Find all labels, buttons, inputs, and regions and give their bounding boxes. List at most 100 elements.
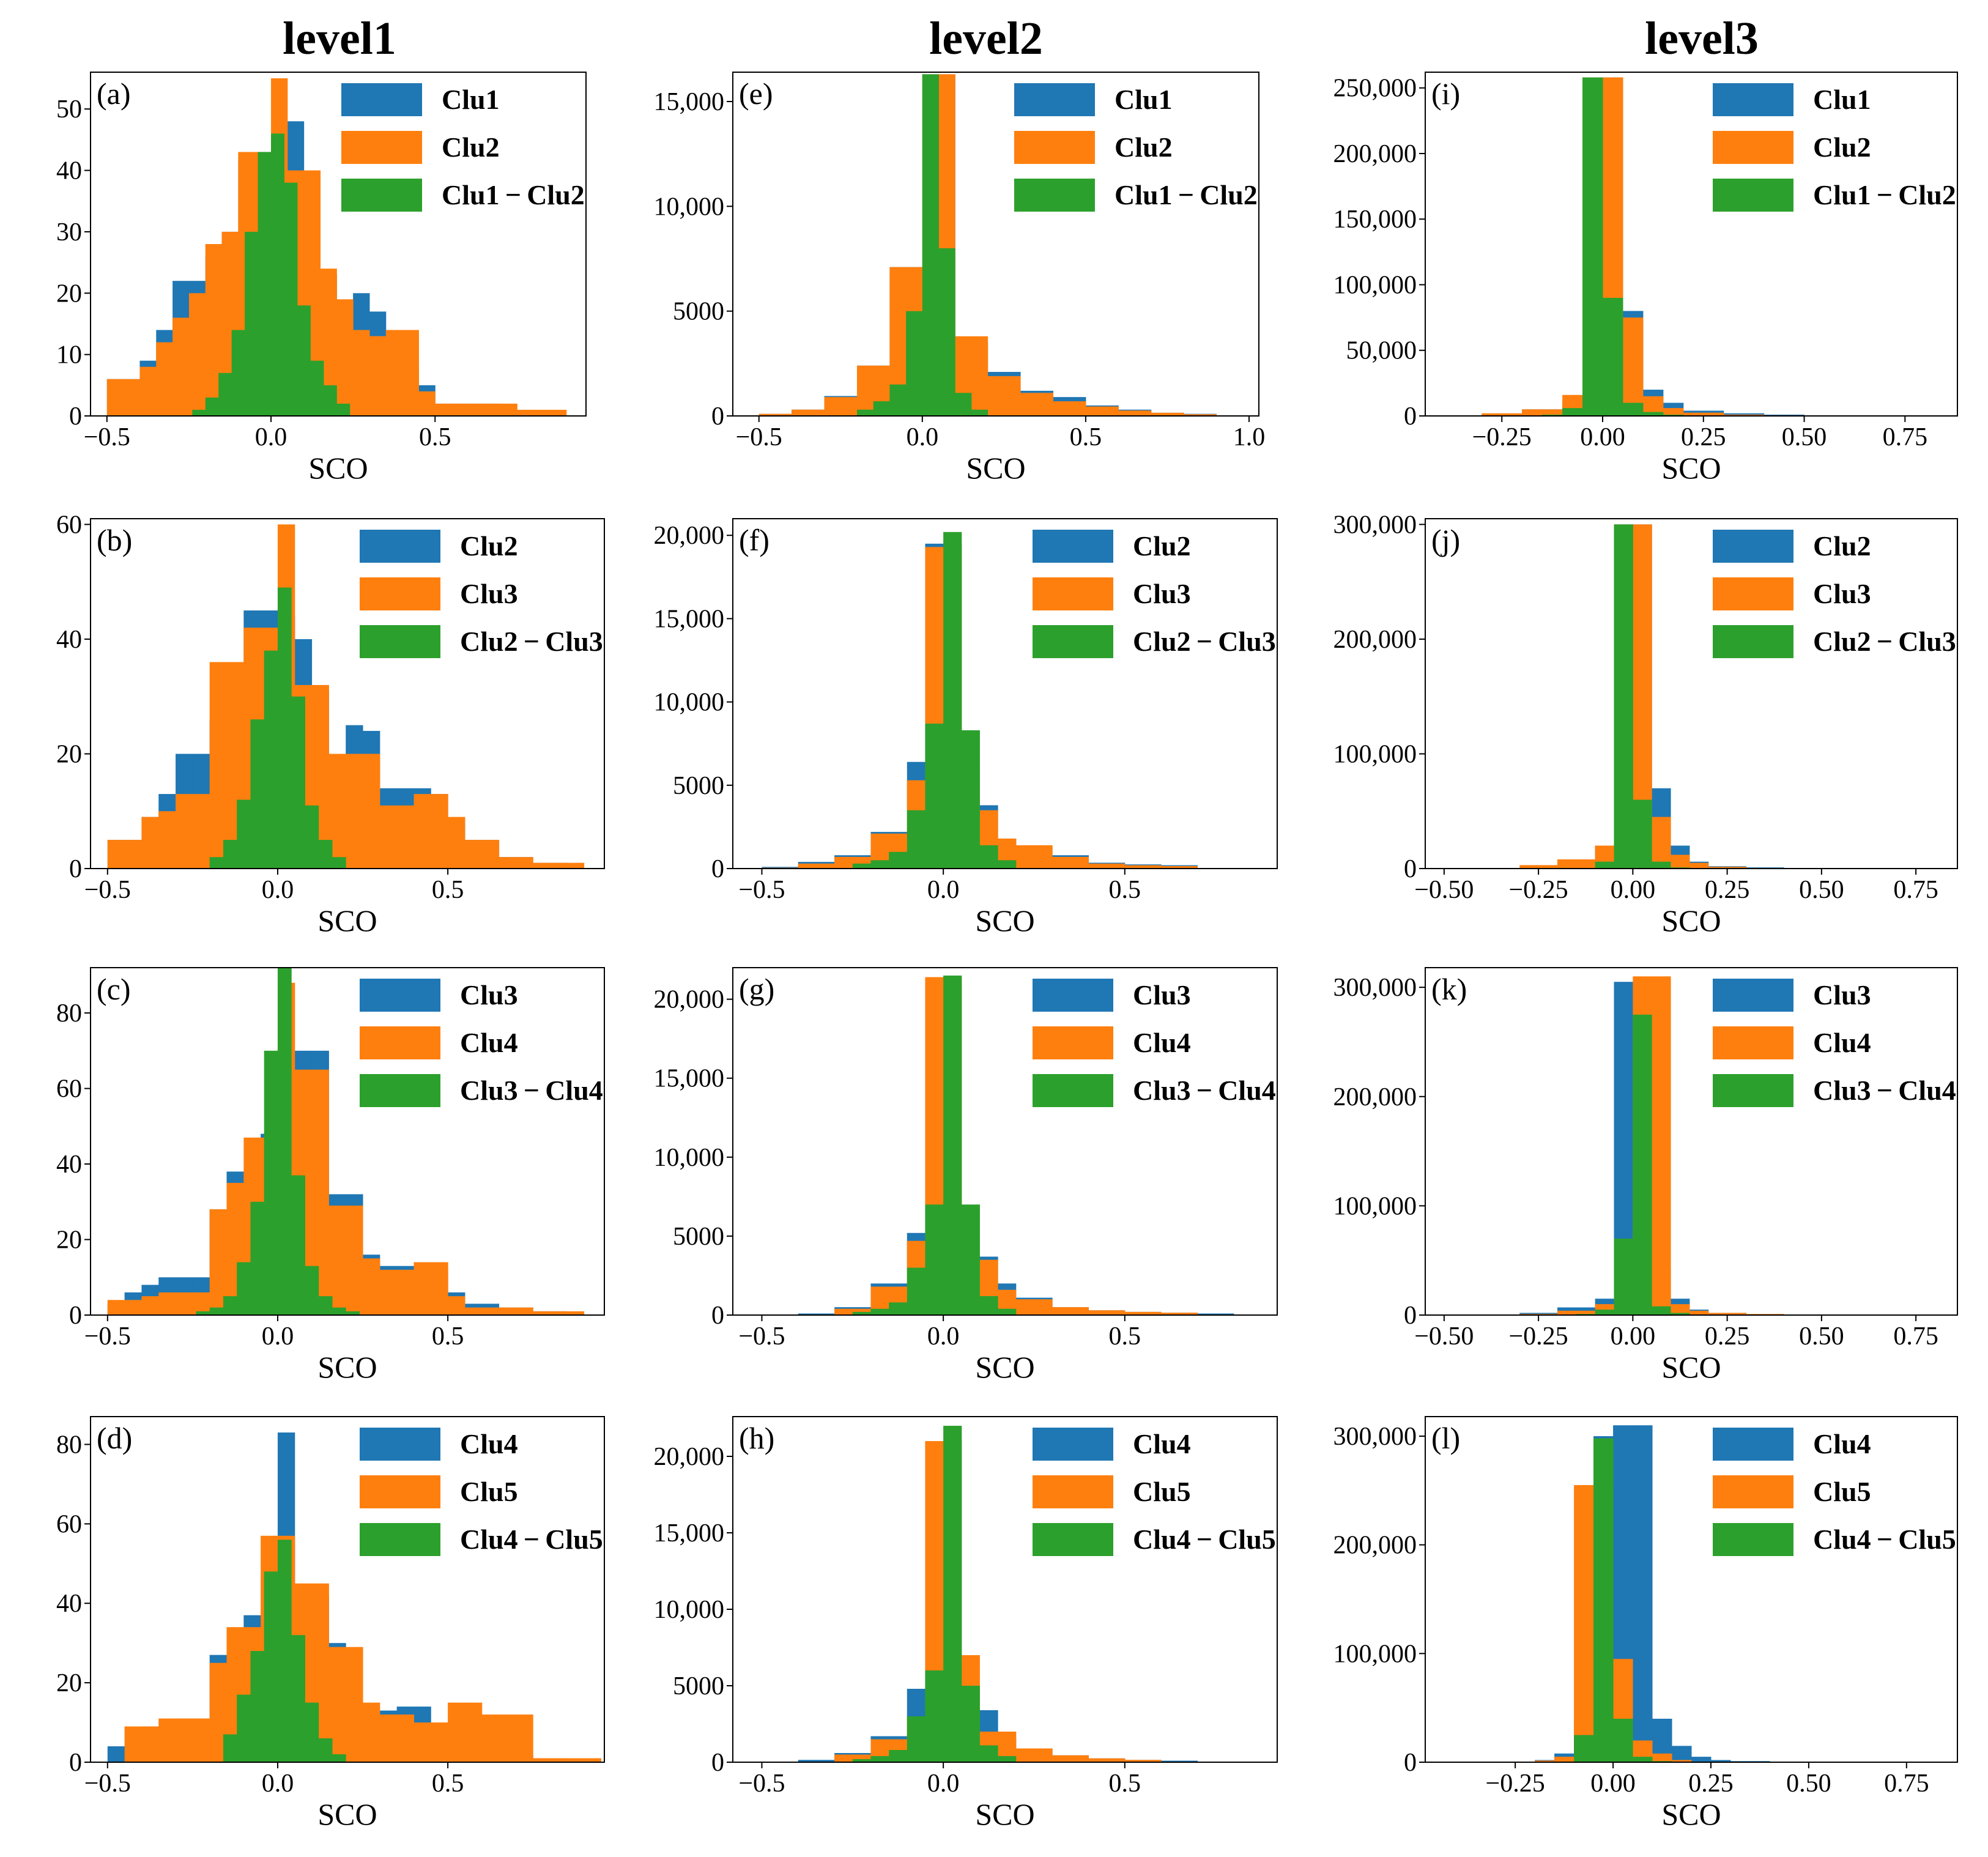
bar xyxy=(396,1714,414,1762)
legend-swatch xyxy=(1014,131,1095,164)
bar xyxy=(943,1426,962,1762)
bar xyxy=(172,317,190,416)
bar xyxy=(1671,1304,1690,1315)
legend-k: Clu3 Clu4 Clu3 − Clu4 xyxy=(1713,979,1956,1107)
bar xyxy=(277,587,292,869)
legend-swatch xyxy=(360,1428,440,1461)
y-tick-label: 20 xyxy=(56,1226,82,1255)
y-tick-label: 0 xyxy=(1404,1749,1417,1777)
bar xyxy=(231,330,245,416)
panel-label: (b) xyxy=(97,523,132,557)
x-tick-label: 0.0 xyxy=(255,423,287,451)
bar xyxy=(414,1722,431,1762)
bar xyxy=(758,413,792,416)
y-tick-label: 15,000 xyxy=(654,1519,725,1548)
legend-label: Clu4 xyxy=(460,1027,518,1058)
bar xyxy=(889,384,907,416)
y-tick-label: 40 xyxy=(56,1590,82,1618)
bar xyxy=(139,366,157,416)
bar xyxy=(1613,1718,1633,1762)
legend-swatch xyxy=(1713,530,1793,563)
bar xyxy=(209,857,224,869)
bar xyxy=(1672,1760,1692,1762)
bar xyxy=(192,1718,210,1762)
legend-swatch xyxy=(1033,1523,1113,1556)
x-tick-label: 0.5 xyxy=(419,423,451,451)
legend-swatch xyxy=(341,83,422,116)
y-tick-label: 0 xyxy=(1404,855,1417,883)
y-tick-label: 0 xyxy=(1404,402,1417,431)
x-tick-label: 0.75 xyxy=(1884,1770,1929,1798)
bar xyxy=(305,805,319,869)
legend-label: Clu5 xyxy=(460,1476,518,1507)
bar xyxy=(943,975,962,1315)
bar xyxy=(500,403,517,416)
bar xyxy=(310,360,324,416)
legend-label: Clu3 xyxy=(1813,578,1871,609)
bar xyxy=(979,1296,998,1315)
bar xyxy=(192,794,210,869)
axes-frame xyxy=(732,518,1278,869)
y-tick-label: 20 xyxy=(56,740,82,768)
axes-frame xyxy=(90,967,605,1316)
x-tick-label: −0.5 xyxy=(738,1322,785,1351)
bar xyxy=(566,1311,585,1315)
y-tick-label: 0 xyxy=(69,402,82,431)
y-tick-label: 100,000 xyxy=(1333,271,1417,299)
bar xyxy=(1595,861,1615,869)
panel-label: (l) xyxy=(1431,1421,1460,1455)
legend-label: Clu1 xyxy=(1115,84,1173,115)
bar xyxy=(987,376,1021,416)
bar xyxy=(1557,859,1596,869)
legend-label: Clu1 − Clu2 xyxy=(1813,179,1956,210)
bar xyxy=(1633,1757,1653,1762)
panel-label: (f) xyxy=(739,523,770,557)
x-axis-label: SCO xyxy=(1661,1797,1721,1831)
bar xyxy=(379,1269,398,1315)
axes-frame xyxy=(1425,1416,1958,1763)
y-tick-label: 5000 xyxy=(673,1223,724,1251)
legend-label: Clu4 xyxy=(1133,1027,1191,1058)
bar xyxy=(1708,1313,1746,1315)
y-tick-label: 200,000 xyxy=(1333,1083,1417,1111)
bar xyxy=(402,330,419,416)
bar xyxy=(1622,317,1644,416)
y-tick-label: 150,000 xyxy=(1333,206,1417,234)
bar xyxy=(549,1758,568,1762)
bar xyxy=(925,1204,944,1315)
legend-swatch xyxy=(1033,1475,1113,1508)
y-tick-label: 20,000 xyxy=(654,986,725,1014)
bar xyxy=(1671,1313,1690,1315)
bar xyxy=(1710,1760,1731,1762)
bar xyxy=(499,857,516,869)
x-tick-label: 0.5 xyxy=(1109,1322,1141,1351)
bar xyxy=(1088,1758,1126,1762)
bar xyxy=(1052,1755,1089,1762)
bar xyxy=(396,805,414,869)
bar xyxy=(925,724,944,869)
y-tick-label: 15,000 xyxy=(654,605,725,633)
bar xyxy=(124,1726,142,1762)
x-axis-label: SCO xyxy=(317,1797,377,1831)
x-tick-label: 0.00 xyxy=(1611,1322,1656,1351)
y-tick-label: 50 xyxy=(56,95,82,124)
legend-d: Clu4 Clu5 Clu4 − Clu5 xyxy=(360,1428,603,1556)
bar xyxy=(1052,1307,1089,1315)
legend-h: Clu4 Clu5 Clu4 − Clu5 xyxy=(1033,1428,1276,1556)
bar xyxy=(922,74,940,416)
bar xyxy=(156,342,173,416)
x-tick-label: 0.00 xyxy=(1590,1770,1636,1798)
bar xyxy=(336,403,350,416)
bar xyxy=(1633,799,1652,869)
legend-label: Clu1 − Clu2 xyxy=(1115,179,1258,210)
bar xyxy=(584,1758,601,1762)
bar xyxy=(464,1307,483,1315)
bar xyxy=(346,754,363,869)
x-tick-label: −0.5 xyxy=(84,876,131,904)
bar xyxy=(209,662,228,869)
bar xyxy=(385,330,403,416)
bar xyxy=(264,650,278,869)
y-tick-label: 15,000 xyxy=(654,88,725,116)
y-tick-label: 80 xyxy=(56,999,82,1028)
